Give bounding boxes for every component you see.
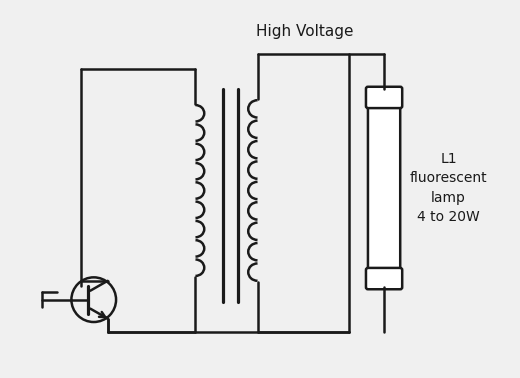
FancyBboxPatch shape	[366, 87, 402, 108]
FancyBboxPatch shape	[368, 104, 400, 273]
Text: L1
fluorescent
lamp
4 to 20W: L1 fluorescent lamp 4 to 20W	[410, 152, 487, 224]
Text: High Voltage: High Voltage	[256, 24, 354, 39]
FancyBboxPatch shape	[366, 268, 402, 289]
